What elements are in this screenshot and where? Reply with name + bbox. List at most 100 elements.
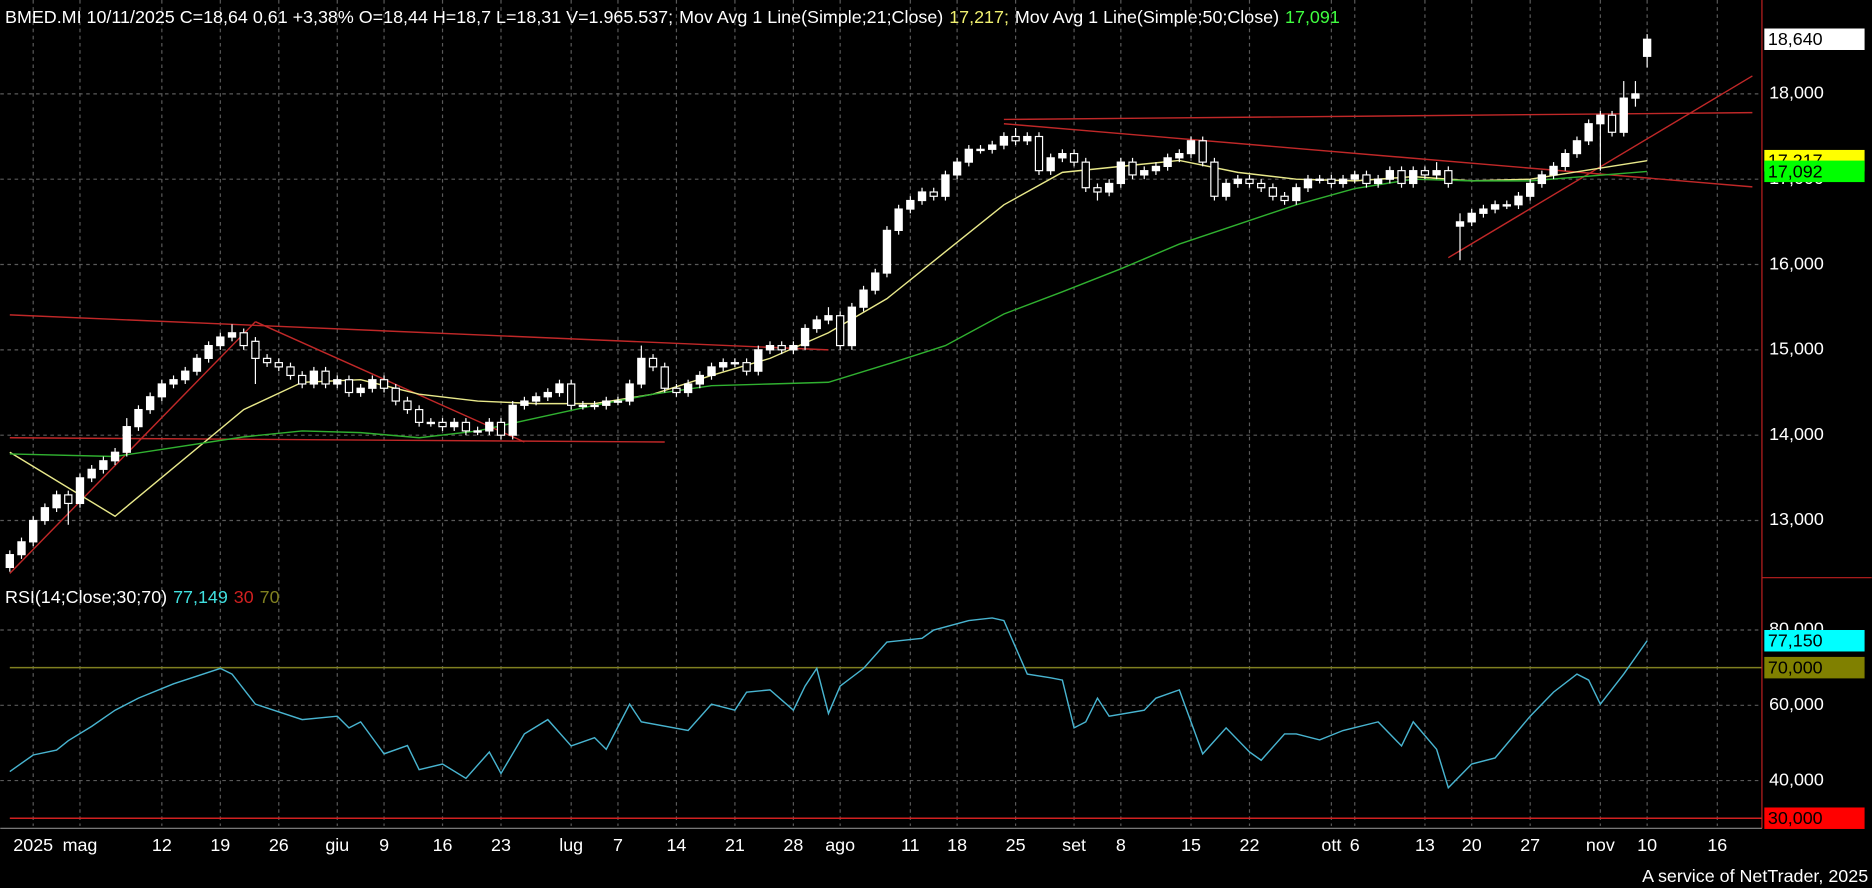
candle-body [871,272,880,291]
candle-body [1327,178,1336,185]
candle-body [847,306,857,347]
candle-body [1409,170,1418,185]
candle-body [824,315,833,321]
x-tick-label: 23 [491,835,511,855]
candle-body [1631,93,1640,99]
candle-body [1385,170,1395,180]
candle-body [1186,140,1196,155]
x-tick-label: 8 [1116,835,1126,855]
candle-body [286,366,295,377]
candle-body [1058,152,1067,159]
candle-body [1257,182,1266,189]
candle-body [1210,161,1219,197]
candle-body [473,430,482,433]
candle-body [321,370,330,385]
axis-value-box [1764,656,1865,679]
candle-body [1163,157,1172,167]
candle-body [719,362,728,368]
trendline [9,314,829,351]
candle-body [1081,161,1090,189]
candle-body [1280,195,1289,202]
candle-body [1221,182,1231,197]
candle-body [578,404,588,408]
candle-body [1069,152,1079,163]
candle-body [1444,170,1453,185]
axis-value-label: 18,640 [1768,29,1823,49]
header: BMED.MI 10/11/2025 C=18,64 0,61 +3,38% O… [5,7,1340,27]
candle-body [157,383,167,398]
axis-value-box [1764,629,1865,652]
candle-body [730,362,740,365]
candle-body [637,357,646,385]
candle-body [1315,178,1324,181]
candle-body [672,387,681,394]
candle-body [1596,114,1605,125]
candle-body [1175,152,1184,159]
candle-body [344,379,354,394]
axis-value-label: 77,150 [1768,631,1823,651]
candle-body [1104,182,1114,193]
candle-body [29,519,38,543]
x-tick-label: ott [1321,835,1341,855]
x-tick-label: 28 [783,835,803,855]
x-tick-label: 7 [613,835,623,855]
candle-body [145,396,155,411]
candle-body [496,421,506,436]
candle-body [333,379,342,385]
axis-value-label: 30,000 [1768,808,1823,828]
candle-body [1642,38,1652,57]
moving-average-line [9,170,1648,458]
candle-body [1490,204,1500,210]
candle-body [1561,152,1570,167]
candle-body [379,379,389,389]
x-tick-label: 11 [901,835,920,855]
rsi-value: 77,149 [173,587,228,607]
candle-body [988,144,997,150]
candle-body [765,344,775,351]
x-tick-label: 16 [1707,835,1727,855]
candle-body [298,374,307,385]
axes: 2025 mag 12 19 26 giu 9 16 23 lug 7 14 21 28 ago 11 18 25… [13,28,1865,855]
candle-body [613,400,623,403]
candle-body [695,374,704,385]
candle-body [391,387,400,402]
x-tick-label: nov [1586,835,1615,855]
x-tick-label: 13 [1415,835,1435,855]
candle-body [1245,178,1254,185]
candle-body [1373,178,1383,185]
x-tick-label: 18 [947,835,967,855]
candle-body [906,199,915,210]
x-tick-label: 26 [269,835,289,855]
candle-body [1350,174,1359,180]
candle-body [216,336,225,347]
trendline [255,321,525,443]
candle-body [1116,161,1126,185]
rsi-title: RSI(14;Close;30;70) [5,587,167,607]
candle-body [262,357,272,364]
candle-body [5,554,14,569]
x-tick-label: 6 [1350,835,1360,855]
candle-body [777,344,786,351]
candle-body [1338,178,1348,185]
y-tick-label: 13,000 [1769,509,1824,529]
candle-body [660,366,669,389]
candle-body [590,404,599,408]
rsi-legend: RSI(14;Close;30;70) 77,149 30 70 [5,587,280,607]
candle-body [17,541,26,556]
candle-body [812,319,821,330]
candle-body [461,421,471,432]
candle-body [1619,97,1628,133]
x-tick-label: 10 [1637,835,1657,855]
legend-name: Mov Avg 1 Line(Simple;21;Close) [679,7,943,27]
candle-body [1140,170,1149,176]
candle-body [520,400,529,406]
x-tick-label: 25 [1006,835,1026,855]
candle-body [52,494,61,509]
candle-body [707,366,716,377]
candle-body [882,229,892,274]
x-tick-label: 16 [433,835,453,855]
candle-body [1034,135,1044,172]
